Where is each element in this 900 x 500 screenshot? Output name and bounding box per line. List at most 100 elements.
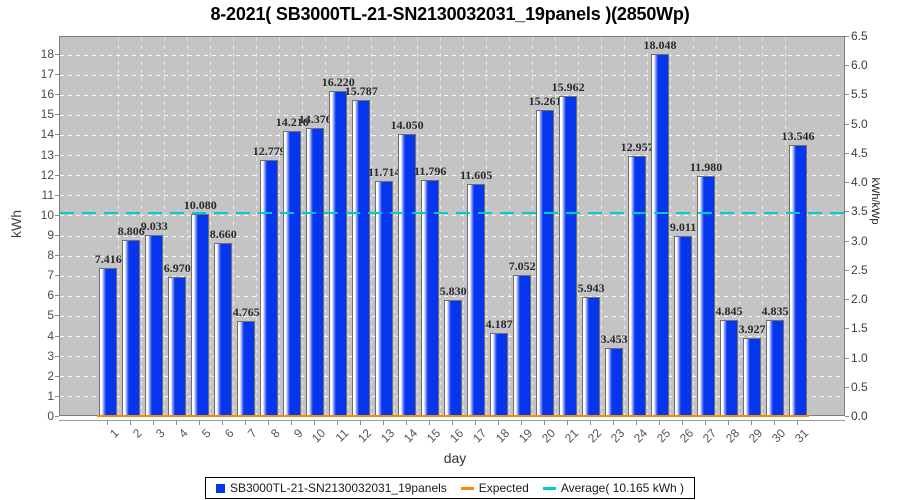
y-left-tick-label: 18 [40,47,54,61]
gridline-vertical [439,37,441,415]
bar-day-18 [490,332,509,417]
bar-day-7 [237,321,256,417]
x-tick-label-day-5: 5 [198,426,214,441]
y-right-tick-mark [845,357,849,359]
legend-expected-label: Expected [478,481,529,495]
y-left-tick-mark [55,355,59,357]
y-left-tick-mark [55,275,59,277]
x-tick-mark [268,421,270,425]
bar-value-label: 18.048 [643,38,677,53]
legend-item-series: SB3000TL-21-SN2130032031_19panels [215,481,447,495]
y-right-tick-mark [845,240,849,242]
gridline-vertical [278,37,280,415]
gridline-horizontal [60,275,844,277]
gridline-horizontal [60,295,844,297]
y-left-tick-mark [55,395,59,397]
x-tick-mark [452,421,454,425]
y-left-tick-label: 5 [47,308,54,323]
bar-day-30 [766,319,784,417]
x-tick-mark [705,421,707,425]
y-right-tick-label: 0.5 [851,379,868,394]
bar-day-17 [467,183,486,417]
y-left-tick-mark [55,154,59,156]
x-tick-label-day-18: 18 [492,426,513,446]
bar-value-label: 11.980 [689,160,723,175]
bar-day-15 [421,179,440,417]
y-left-tick-mark [55,74,59,76]
y-left-tick-mark [55,214,59,216]
y-left-tick-label: 3 [47,348,54,363]
bar-day-11 [329,90,348,417]
y-right-tick-label: 6.0 [851,58,868,73]
gridline-horizontal [60,255,844,257]
x-tick-label-day-12: 12 [354,426,375,446]
legend-average-label: Average( 10.165 kWh ) [560,481,685,495]
bar-value-label: 4.835 [761,303,789,318]
bar-value-label: 3.453 [600,331,628,346]
bar-day-21 [559,95,578,417]
y-right-tick-label: 4.5 [851,145,868,160]
bar-day-23 [605,347,624,417]
x-tick-mark [728,421,730,425]
gridline-vertical [117,37,119,415]
bar-value-label: 15.962 [551,79,585,94]
bar-value-label: 5.830 [439,283,467,298]
y-left-tick-label: 6 [47,288,54,303]
y-left-tick-label: 15 [40,107,54,122]
gridline-vertical [508,37,510,415]
gridline-vertical [370,37,372,415]
bar-day-20 [536,110,555,417]
average-swatch-icon [542,486,556,490]
bar-day-31 [789,144,807,417]
bar-value-label: 9.033 [140,219,168,234]
x-tick-label-day-6: 6 [221,426,237,441]
bar-value-label: 7.416 [94,251,122,266]
bar-value-label: 14.376 [298,111,332,126]
bar-value-label: 11.605 [459,167,493,182]
gridline-vertical [347,37,349,415]
gridline-vertical [784,37,786,415]
y-left-tick-label: 13 [40,147,54,162]
expected-swatch-icon [460,486,474,490]
y-left-tick-label: 2 [47,368,54,383]
x-tick-label-day-11: 11 [332,426,352,445]
gridline-horizontal [60,235,844,237]
x-tick-label-day-20: 20 [538,426,559,446]
y-right-tick-label: 2.5 [851,262,868,277]
bar-value-label: 12.957 [620,140,654,155]
bar-value-label: 5.943 [577,281,605,296]
x-tick-mark [475,421,477,425]
gridline-vertical [715,37,717,415]
y-left-tick-mark [55,94,59,96]
y-right-tick-label: 5.5 [851,87,868,102]
x-axis-label: day [443,450,467,466]
gridline-vertical [255,37,257,415]
x-tick-label-day-26: 26 [676,426,696,446]
bar-value-label: 7.052 [508,259,536,274]
y-right-tick-label: 2.0 [851,292,868,307]
x-tick-mark [107,421,109,425]
y-right-tick-mark [845,299,849,301]
gridline-horizontal [60,114,844,116]
y-right-tick-mark [845,182,849,184]
y-right-tick-label: 6.5 [851,29,868,43]
y-right-tick-mark [845,152,849,154]
x-tick-label-day-14: 14 [400,426,421,446]
gridline-vertical [140,37,142,415]
x-tick-mark [567,421,569,425]
y-left-tick-label: 1 [47,388,54,403]
gridline-vertical [554,37,556,415]
x-tick-label-day-4: 4 [175,426,191,441]
x-tick-mark [659,421,661,425]
x-tick-mark [153,421,155,425]
y-left-tick-label: 11 [41,187,54,202]
bar-day-2 [122,239,141,417]
x-tick-mark [383,421,385,425]
y-left-tick-label: 10 [40,207,54,222]
gridline-horizontal [60,94,844,96]
x-tick-label-day-30: 30 [768,426,788,446]
bar-value-label: 6.970 [163,260,191,275]
gridline-vertical [577,37,579,415]
y-left-tick-mark [55,134,59,136]
y-right-tick-mark [845,123,849,125]
